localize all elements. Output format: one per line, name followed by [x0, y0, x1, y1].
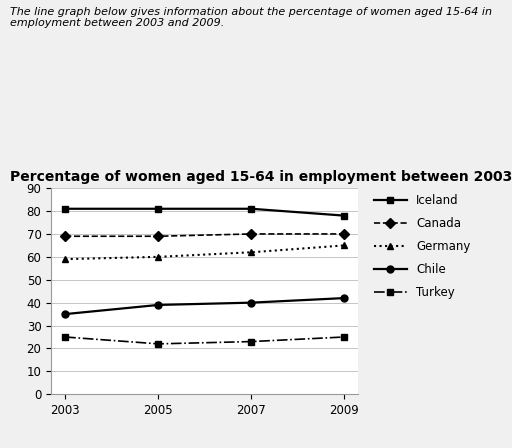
Legend: Iceland, Canada, Germany, Chile, Turkey: Iceland, Canada, Germany, Chile, Turkey — [374, 194, 471, 299]
Chile — [248, 300, 254, 306]
Line: Iceland: Iceland — [61, 205, 348, 219]
Turkey — [342, 334, 348, 340]
Chile — [342, 295, 348, 301]
Iceland — [62, 206, 68, 211]
Line: Chile: Chile — [61, 295, 348, 318]
Turkey — [155, 341, 161, 347]
Line: Germany: Germany — [61, 242, 348, 263]
Germany — [62, 256, 68, 262]
Text: Percentage of women aged 15-64 in employment between 2003 and 2009: Percentage of women aged 15-64 in employ… — [10, 170, 512, 184]
Line: Canada: Canada — [61, 230, 348, 240]
Canada — [248, 231, 254, 237]
Canada — [155, 233, 161, 239]
Line: Turkey: Turkey — [61, 333, 348, 347]
Text: The line graph below gives information about the percentage of women aged 15-64 : The line graph below gives information a… — [10, 7, 492, 28]
Germany — [342, 243, 348, 248]
Turkey — [248, 339, 254, 344]
Iceland — [155, 206, 161, 211]
Chile — [62, 311, 68, 317]
Canada — [342, 231, 348, 237]
Turkey — [62, 334, 68, 340]
Iceland — [342, 213, 348, 218]
Canada — [62, 233, 68, 239]
Germany — [155, 254, 161, 259]
Chile — [155, 302, 161, 308]
Iceland — [248, 206, 254, 211]
Germany — [248, 250, 254, 255]
